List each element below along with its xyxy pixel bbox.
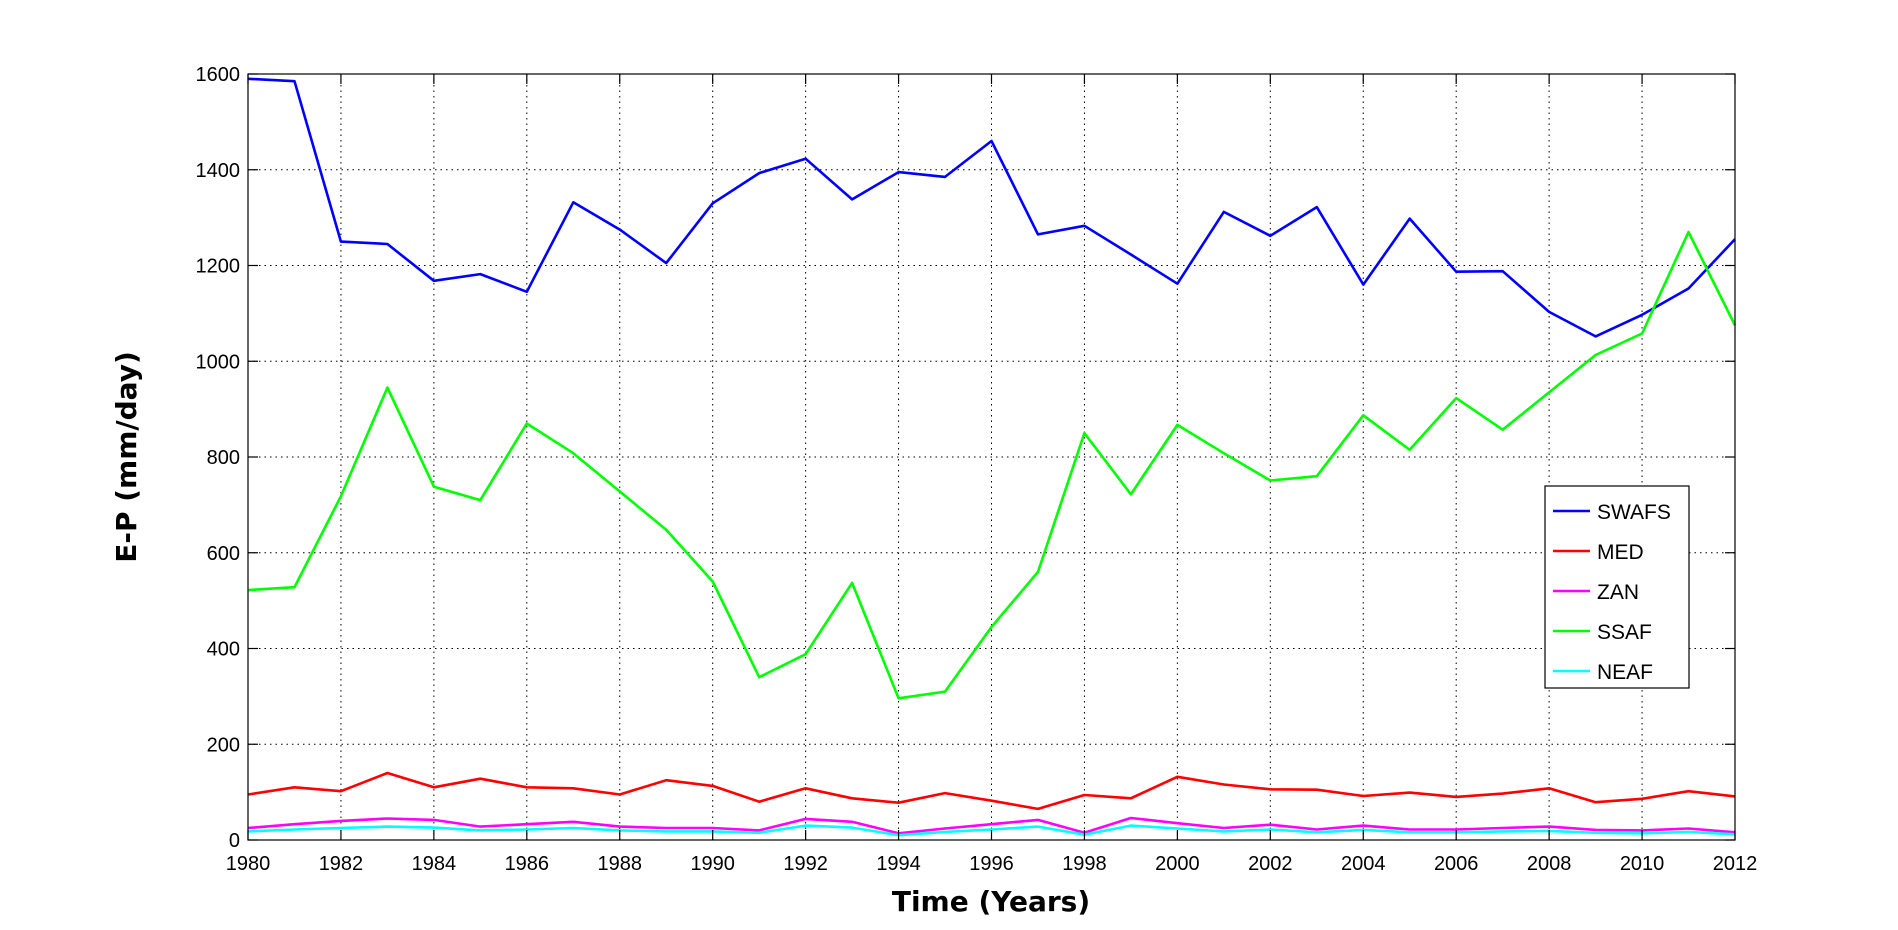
x-tick-label: 1988 <box>598 853 643 875</box>
series-line-ssaf <box>247 230 1737 700</box>
y-tick-label: 600 <box>207 543 240 565</box>
legend-label-med: MED <box>1597 541 1644 564</box>
x-tick-labels: 1980 1982 1984 1986 1988 1990 1992 1994 1996 1998… <box>226 853 1758 875</box>
legend-box <box>1544 485 1690 689</box>
x-tick-label: 1982 <box>319 853 364 875</box>
grid-lines <box>248 74 1735 840</box>
legend-label-ssaf: SSAF <box>1597 621 1652 644</box>
x-tick-label: 2000 <box>1155 853 1200 875</box>
x-tick-label: 1986 <box>505 853 550 875</box>
legend: SWAFS MED ZAN SSAF NEAF <box>1544 485 1690 689</box>
x-tick-label: 2002 <box>1248 853 1293 875</box>
x-tick-label: 1996 <box>969 853 1014 875</box>
series-layer <box>247 77 1737 837</box>
x-tick-label: 2008 <box>1527 853 1572 875</box>
y-tick-labels: 0 200 400 600 800 1000 1200 1400 1600 <box>196 64 241 852</box>
x-axis-label: Time (Years) <box>892 885 1090 918</box>
axis-ticks <box>247 73 1736 841</box>
x-tick-label: 2006 <box>1434 853 1479 875</box>
y-tick-label: 1600 <box>196 64 241 86</box>
x-tick-label: 1998 <box>1062 853 1107 875</box>
series-line-zan <box>247 816 1736 835</box>
x-tick-label: 1984 <box>412 853 457 875</box>
x-tick-label: 1992 <box>783 853 828 875</box>
x-tick-label: 2010 <box>1620 853 1665 875</box>
legend-label-swafs: SWAFS <box>1597 501 1671 524</box>
x-tick-label: 1994 <box>876 853 921 875</box>
y-tick-label: 1200 <box>196 256 241 278</box>
x-tick-label: 2004 <box>1341 853 1386 875</box>
series-line-swafs <box>247 77 1736 338</box>
y-tick-label: 1400 <box>196 160 241 182</box>
y-tick-label: 200 <box>207 734 240 756</box>
legend-label-zan: ZAN <box>1597 581 1639 604</box>
x-tick-label: 2012 <box>1713 853 1758 875</box>
y-tick-label: 1000 <box>196 351 241 373</box>
legend-label-neaf: NEAF <box>1597 661 1653 684</box>
x-tick-label: 1980 <box>226 853 271 875</box>
y-tick-label: 800 <box>207 447 240 469</box>
y-tick-label: 0 <box>229 830 240 852</box>
x-tick-label: 1990 <box>690 853 735 875</box>
y-axis-label: E-P (mm/day) <box>110 351 143 563</box>
series-line-med <box>247 771 1736 811</box>
y-tick-label: 400 <box>207 639 240 661</box>
series-line-neaf <box>247 824 1736 837</box>
